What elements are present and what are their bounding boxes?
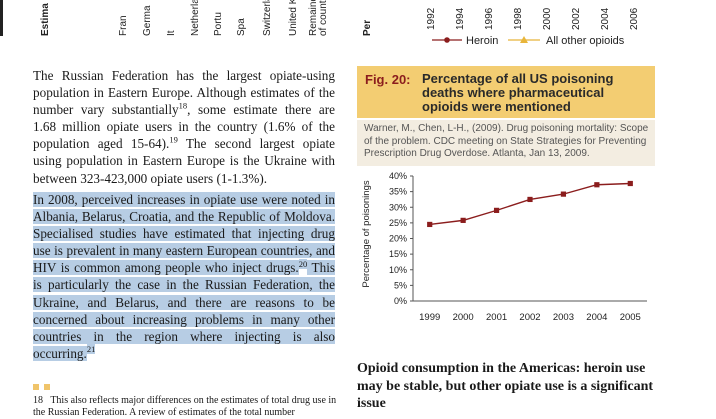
prev-axis-label: Switzerla xyxy=(262,0,273,36)
x-tick-label: 2004 xyxy=(586,312,607,323)
y-tick-label: 5% xyxy=(394,280,407,290)
figure-source: Warner, M., Chen, L-H., (2009). Drug poi… xyxy=(357,120,655,166)
selected-text-a[interactable]: In 2008, perceived increases in opiate u… xyxy=(33,192,335,276)
prev-axis-label: Fran xyxy=(118,15,129,36)
figure-title-box: Fig. 20: Percentage of all US poisoning … xyxy=(357,66,655,118)
other-legend-marker xyxy=(520,36,528,43)
footnote-ref-21[interactable]: 21 xyxy=(86,344,96,355)
prev-axis-label: Portu xyxy=(213,12,224,36)
prev-figure-edge xyxy=(0,0,3,36)
prev-year-label: 2004 xyxy=(600,7,611,30)
legend-other-opioids: All other opioids xyxy=(546,35,625,47)
y-tick-label: 25% xyxy=(389,218,407,228)
y-tick-label: 35% xyxy=(389,187,407,197)
prev-year-label: 1998 xyxy=(513,7,524,30)
x-tick-label: 2003 xyxy=(553,312,574,323)
prev-axis-label: It xyxy=(166,30,177,36)
x-tick-label: 2005 xyxy=(620,312,641,323)
y-tick-label: 20% xyxy=(389,234,407,244)
x-tick-label: 2000 xyxy=(453,312,474,323)
y-axis-label: Percentage of poisonings xyxy=(361,180,372,287)
figure-number: Fig. 20: xyxy=(365,72,411,87)
paragraph-opiate-increase[interactable]: In 2008, perceived increases in opiate u… xyxy=(33,191,335,362)
series-line xyxy=(429,182,631,226)
data-point xyxy=(527,196,533,203)
prev-axis-label: Germa xyxy=(142,5,153,36)
data-point xyxy=(493,207,500,213)
para1-text-c: The second largest opiate using populati… xyxy=(33,136,335,186)
footnote-ref-20[interactable]: 20 xyxy=(298,258,308,269)
legend-heroin: Heroin xyxy=(466,35,498,47)
footnote-number: 18 xyxy=(33,395,43,406)
data-point xyxy=(627,180,633,187)
footnote-18: 18 This also reflects major differences … xyxy=(33,395,343,419)
heroin-legend-marker xyxy=(444,37,450,43)
prev-year-label: 2006 xyxy=(629,7,640,30)
line-chart: Percentage of poisonings 0% 5% 10% 15% 20% 25… xyxy=(361,171,647,323)
footnote-ref-19[interactable]: 19 xyxy=(169,134,178,145)
prev-year-label: 1992 xyxy=(426,7,437,30)
paragraph-russian-federation: The Russian Federation has the largest o… xyxy=(33,67,335,187)
prev-year-label: 1996 xyxy=(484,7,495,30)
para1-text-b: , some estimate there are 1.68 million o… xyxy=(33,102,335,152)
prev-year-label: 1994 xyxy=(455,7,466,30)
prev-year-label: 2000 xyxy=(542,7,553,30)
prev-figure-legend: Heroin All other opioids xyxy=(432,35,625,47)
y-tick-label: 40% xyxy=(389,171,407,181)
para1-text-a: The Russian Federation has the largest o… xyxy=(33,68,335,118)
data-point xyxy=(560,191,567,197)
y-tick-label: 10% xyxy=(389,265,407,275)
footnote-text: This also reflects major differences on … xyxy=(33,395,337,418)
x-tick-label: 1999 xyxy=(419,312,440,323)
prev-axis-label: Estima xyxy=(40,3,51,36)
prev-year-label: 2002 xyxy=(571,7,582,30)
x-tick-label: 2002 xyxy=(519,312,540,323)
data-point xyxy=(460,217,466,223)
y-tick-label: 0% xyxy=(394,296,407,306)
prev-axis-label: Per xyxy=(362,19,373,36)
selected-text-b[interactable]: This is particularly the case in the Rus… xyxy=(33,260,335,361)
figure-title: Percentage of all US poisoning deaths wh… xyxy=(422,71,614,114)
section-heading-americas: Opioid consumption in the Americas: hero… xyxy=(357,361,654,411)
decorative-square-1 xyxy=(33,384,39,390)
prev-axis-label: of countr xyxy=(318,0,329,36)
y-tick-label: 30% xyxy=(389,202,407,212)
data-point xyxy=(427,221,433,228)
data-point xyxy=(594,182,600,188)
footnote-ref-18[interactable]: 18 xyxy=(178,100,188,111)
prev-axis-label: United Kingdo xyxy=(288,0,299,36)
prev-axis-label: Spa xyxy=(236,18,247,36)
x-tick-label: 2001 xyxy=(486,312,507,323)
y-tick-label: 15% xyxy=(389,249,407,259)
prev-axis-label: Netherla xyxy=(190,0,201,36)
figure-source-text: Warner, M., Chen, L-H., (2009). Drug poi… xyxy=(364,123,649,159)
decorative-square-2 xyxy=(44,384,50,390)
